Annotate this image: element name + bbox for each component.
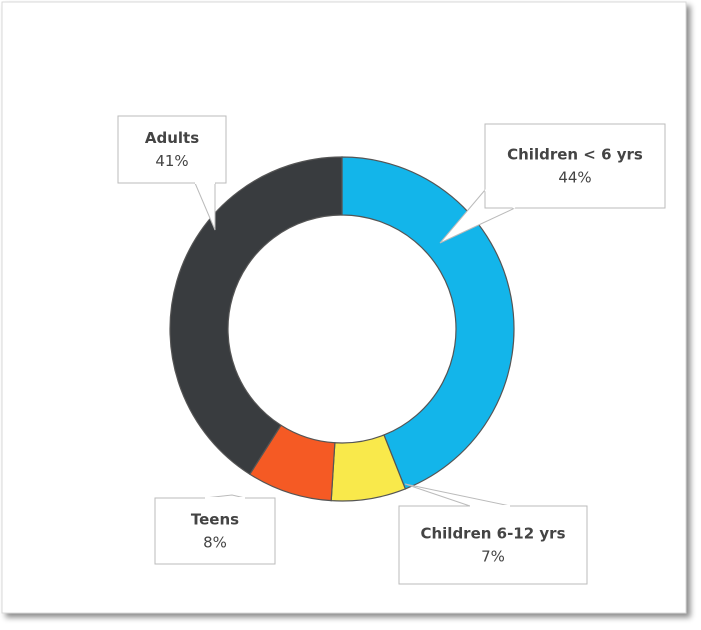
category-label: Teens bbox=[191, 511, 239, 529]
callout-box bbox=[154, 497, 276, 565]
callout-seam bbox=[484, 189, 516, 209]
value-label: 44% bbox=[558, 169, 591, 187]
category-label: Children < 6 yrs bbox=[507, 146, 643, 164]
value-label: 41% bbox=[155, 152, 188, 170]
donut-slice bbox=[169, 156, 343, 476]
callout-box bbox=[484, 123, 666, 209]
value-label: 8% bbox=[203, 534, 227, 552]
category-label: Adults bbox=[145, 129, 199, 147]
value-label: 7% bbox=[481, 548, 505, 566]
callout-box bbox=[398, 505, 588, 585]
callout-box bbox=[117, 115, 227, 184]
callouts: Children < 6 yrs 44% Children 6-12 yrs 7% Te… bbox=[117, 115, 666, 585]
category-label: Children 6-12 yrs bbox=[420, 525, 565, 543]
